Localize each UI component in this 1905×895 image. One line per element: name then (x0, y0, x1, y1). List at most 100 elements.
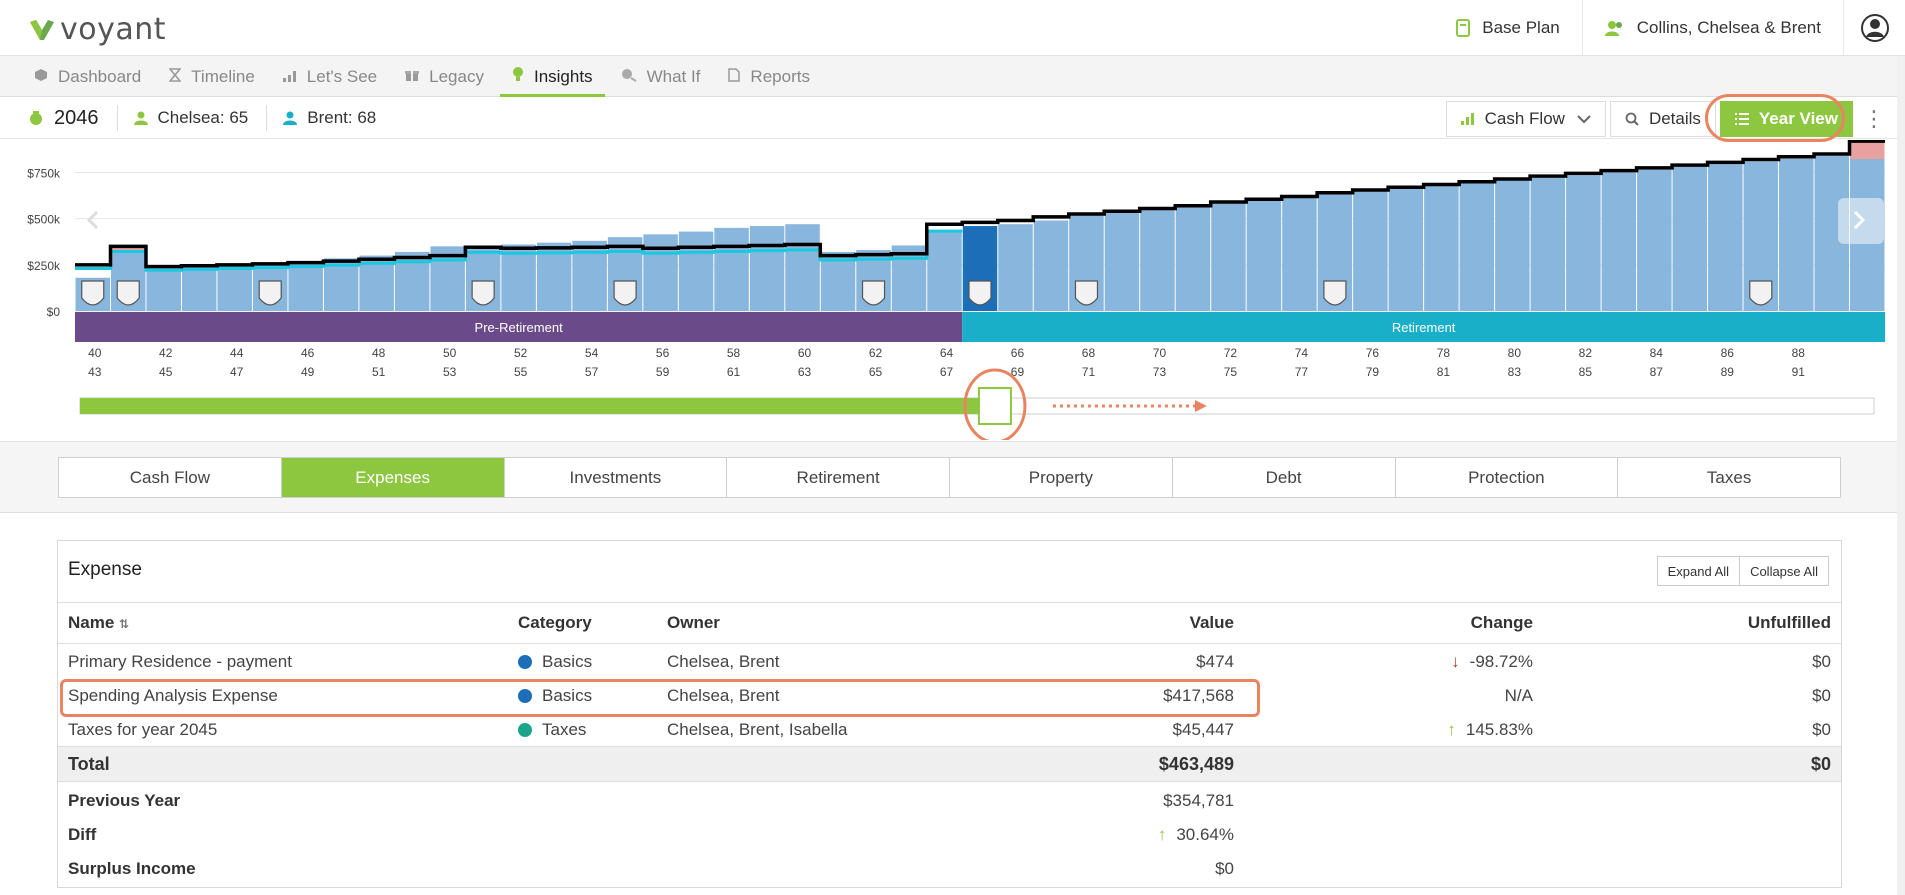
section-tab-cash-flow[interactable]: Cash Flow (129, 467, 211, 487)
age-label-bottom: 61 (727, 365, 741, 379)
row-category-label: Basics (542, 686, 593, 705)
expense-bar (749, 226, 785, 311)
table-row[interactable]: Primary Residence - payment Basics Chelsea… (58, 645, 1841, 679)
table-row[interactable]: Spending Analysis Expense Basics Chelsea, … (58, 679, 1841, 713)
expense-bar (643, 234, 678, 311)
expense-bar (146, 268, 181, 311)
nav-tab-insights[interactable]: Insights (499, 56, 605, 97)
expense-bar (1246, 198, 1282, 311)
section-tab-expenses[interactable]: Expenses (280, 458, 504, 497)
deficit-bar (1850, 141, 1885, 160)
kebab-icon: ⋮ (1863, 106, 1885, 131)
age-label-bottom: 81 (1437, 365, 1451, 379)
col-unfulfilled-header: Unfulfilled (1747, 613, 1831, 632)
section-tab-debt[interactable]: Debt (1171, 458, 1395, 497)
cash-flow-dropdown[interactable]: Cash Flow (1445, 101, 1606, 137)
section-tab-retirement[interactable]: Retirement (726, 458, 949, 497)
person-chelsea-label: Chelsea: 65 (157, 108, 249, 127)
magnify-icon (621, 67, 637, 87)
section-tab-property[interactable]: Property (949, 458, 1172, 497)
col-value-header: Value (1189, 613, 1234, 632)
expense-bar (1140, 207, 1175, 311)
age-label-bottom: 43 (88, 365, 102, 379)
nav-tab-let-s-see[interactable]: Let's See (271, 56, 389, 97)
row-name: Spending Analysis Expense (68, 686, 278, 705)
diff-value-cell: ↑ 30.64% (1158, 825, 1234, 845)
age-label-top: 54 (585, 346, 599, 360)
chevron-right-icon[interactable] (1853, 210, 1866, 230)
shield-icon[interactable] (1323, 280, 1347, 306)
shield-icon[interactable] (258, 280, 282, 306)
shield-icon[interactable] (81, 280, 105, 306)
expense-bar (501, 244, 536, 311)
vertical-scrollbar[interactable] (1897, 56, 1905, 895)
gift-icon (405, 67, 420, 87)
expense-bar (998, 224, 1033, 311)
nav-tab-what-if[interactable]: What If (609, 56, 713, 97)
row-category: Basics (518, 652, 592, 672)
income-step-line (75, 140, 1885, 269)
year-view-highlight (1705, 94, 1845, 142)
age-label-top: 76 (1366, 346, 1380, 360)
shield-icon[interactable] (471, 280, 495, 306)
slider-fill (80, 398, 995, 414)
collapse-all-button[interactable]: Collapse All (1740, 556, 1829, 586)
chart-svg: $0 $250k $500k $750k Pre-Retirement Retiremen… (27, 140, 1885, 440)
section-tabs: Cash Flow Expenses Investments Retirement Pr… (58, 457, 1841, 498)
col-category-header: Category (518, 613, 592, 632)
expense-bar (1104, 210, 1140, 311)
shield-icon[interactable] (1074, 280, 1099, 306)
nav-tab-dashboard[interactable]: Dashboard (22, 56, 153, 97)
phase-label: Pre-Retirement (475, 320, 564, 335)
divider (266, 105, 268, 131)
previous-year-label: Previous Year (68, 791, 181, 810)
shield-icon[interactable] (116, 280, 140, 306)
details-button[interactable]: Details (1609, 101, 1716, 137)
shield-icon[interactable] (861, 280, 886, 306)
shield-icon[interactable] (968, 280, 992, 306)
row-unfulfilled: $0 (1812, 720, 1831, 739)
expense-bar (1495, 179, 1530, 311)
expense-bar (181, 266, 217, 311)
section-tab-investments[interactable]: Investments (503, 458, 727, 497)
shield-icon[interactable] (1749, 280, 1773, 306)
surplus-row: Surplus Income $0 (58, 852, 1841, 886)
cube-icon (34, 67, 48, 87)
cash-flow-label: Cash Flow (1484, 109, 1565, 128)
nav-tab-legacy[interactable]: Legacy (393, 56, 496, 97)
expand-all-button[interactable]: Expand All (1656, 556, 1741, 586)
client-button[interactable]: Collins, Chelsea & Brent (1581, 0, 1843, 56)
shield-icon[interactable] (613, 280, 637, 306)
more-options-button[interactable]: ⋮ (1857, 101, 1891, 137)
expense-bar (714, 227, 749, 311)
expense-bar (820, 251, 856, 311)
section-tab-protection[interactable]: Protection (1394, 458, 1618, 497)
phase-band (75, 312, 963, 342)
user-avatar-button[interactable] (1843, 0, 1905, 56)
col-change-header: Change (1470, 613, 1533, 632)
chevron-left-icon[interactable] (86, 210, 99, 230)
row-change-value: -98.72% (1469, 652, 1533, 671)
age-label-bottom: 53 (443, 365, 457, 379)
nav-tab-reports[interactable]: Reports (716, 56, 822, 97)
expense-bar (288, 261, 323, 311)
user-avatar-icon (1860, 14, 1889, 42)
age-label-top: 52 (514, 346, 528, 360)
section-tab-taxes[interactable]: Taxes (1617, 458, 1840, 497)
slider-handle[interactable] (977, 387, 1012, 425)
age-label-bottom: 73 (1153, 365, 1167, 379)
voyant-logo[interactable]: voyant (28, 12, 166, 47)
row-unfulfilled: $0 (1812, 686, 1831, 705)
col-name-header[interactable]: Name ⇅ (68, 613, 129, 633)
age-label-top: 50 (443, 346, 457, 360)
total-value: $463,489 (1158, 753, 1234, 774)
base-plan-button[interactable]: Base Plan (1434, 0, 1582, 56)
nav-tab-timeline[interactable]: Timeline (157, 56, 267, 97)
list-icon (1734, 113, 1749, 125)
table-row[interactable]: Taxes for year 2045 Taxes Chelsea, Brent, … (58, 713, 1841, 747)
age-label-bottom: 59 (656, 365, 670, 379)
nav-tab-label: Timeline (191, 66, 255, 86)
nav-tab-label: Insights (533, 66, 593, 86)
age-label-top: 68 (1082, 346, 1096, 360)
previous-year-value: $354,781 (1163, 791, 1234, 810)
